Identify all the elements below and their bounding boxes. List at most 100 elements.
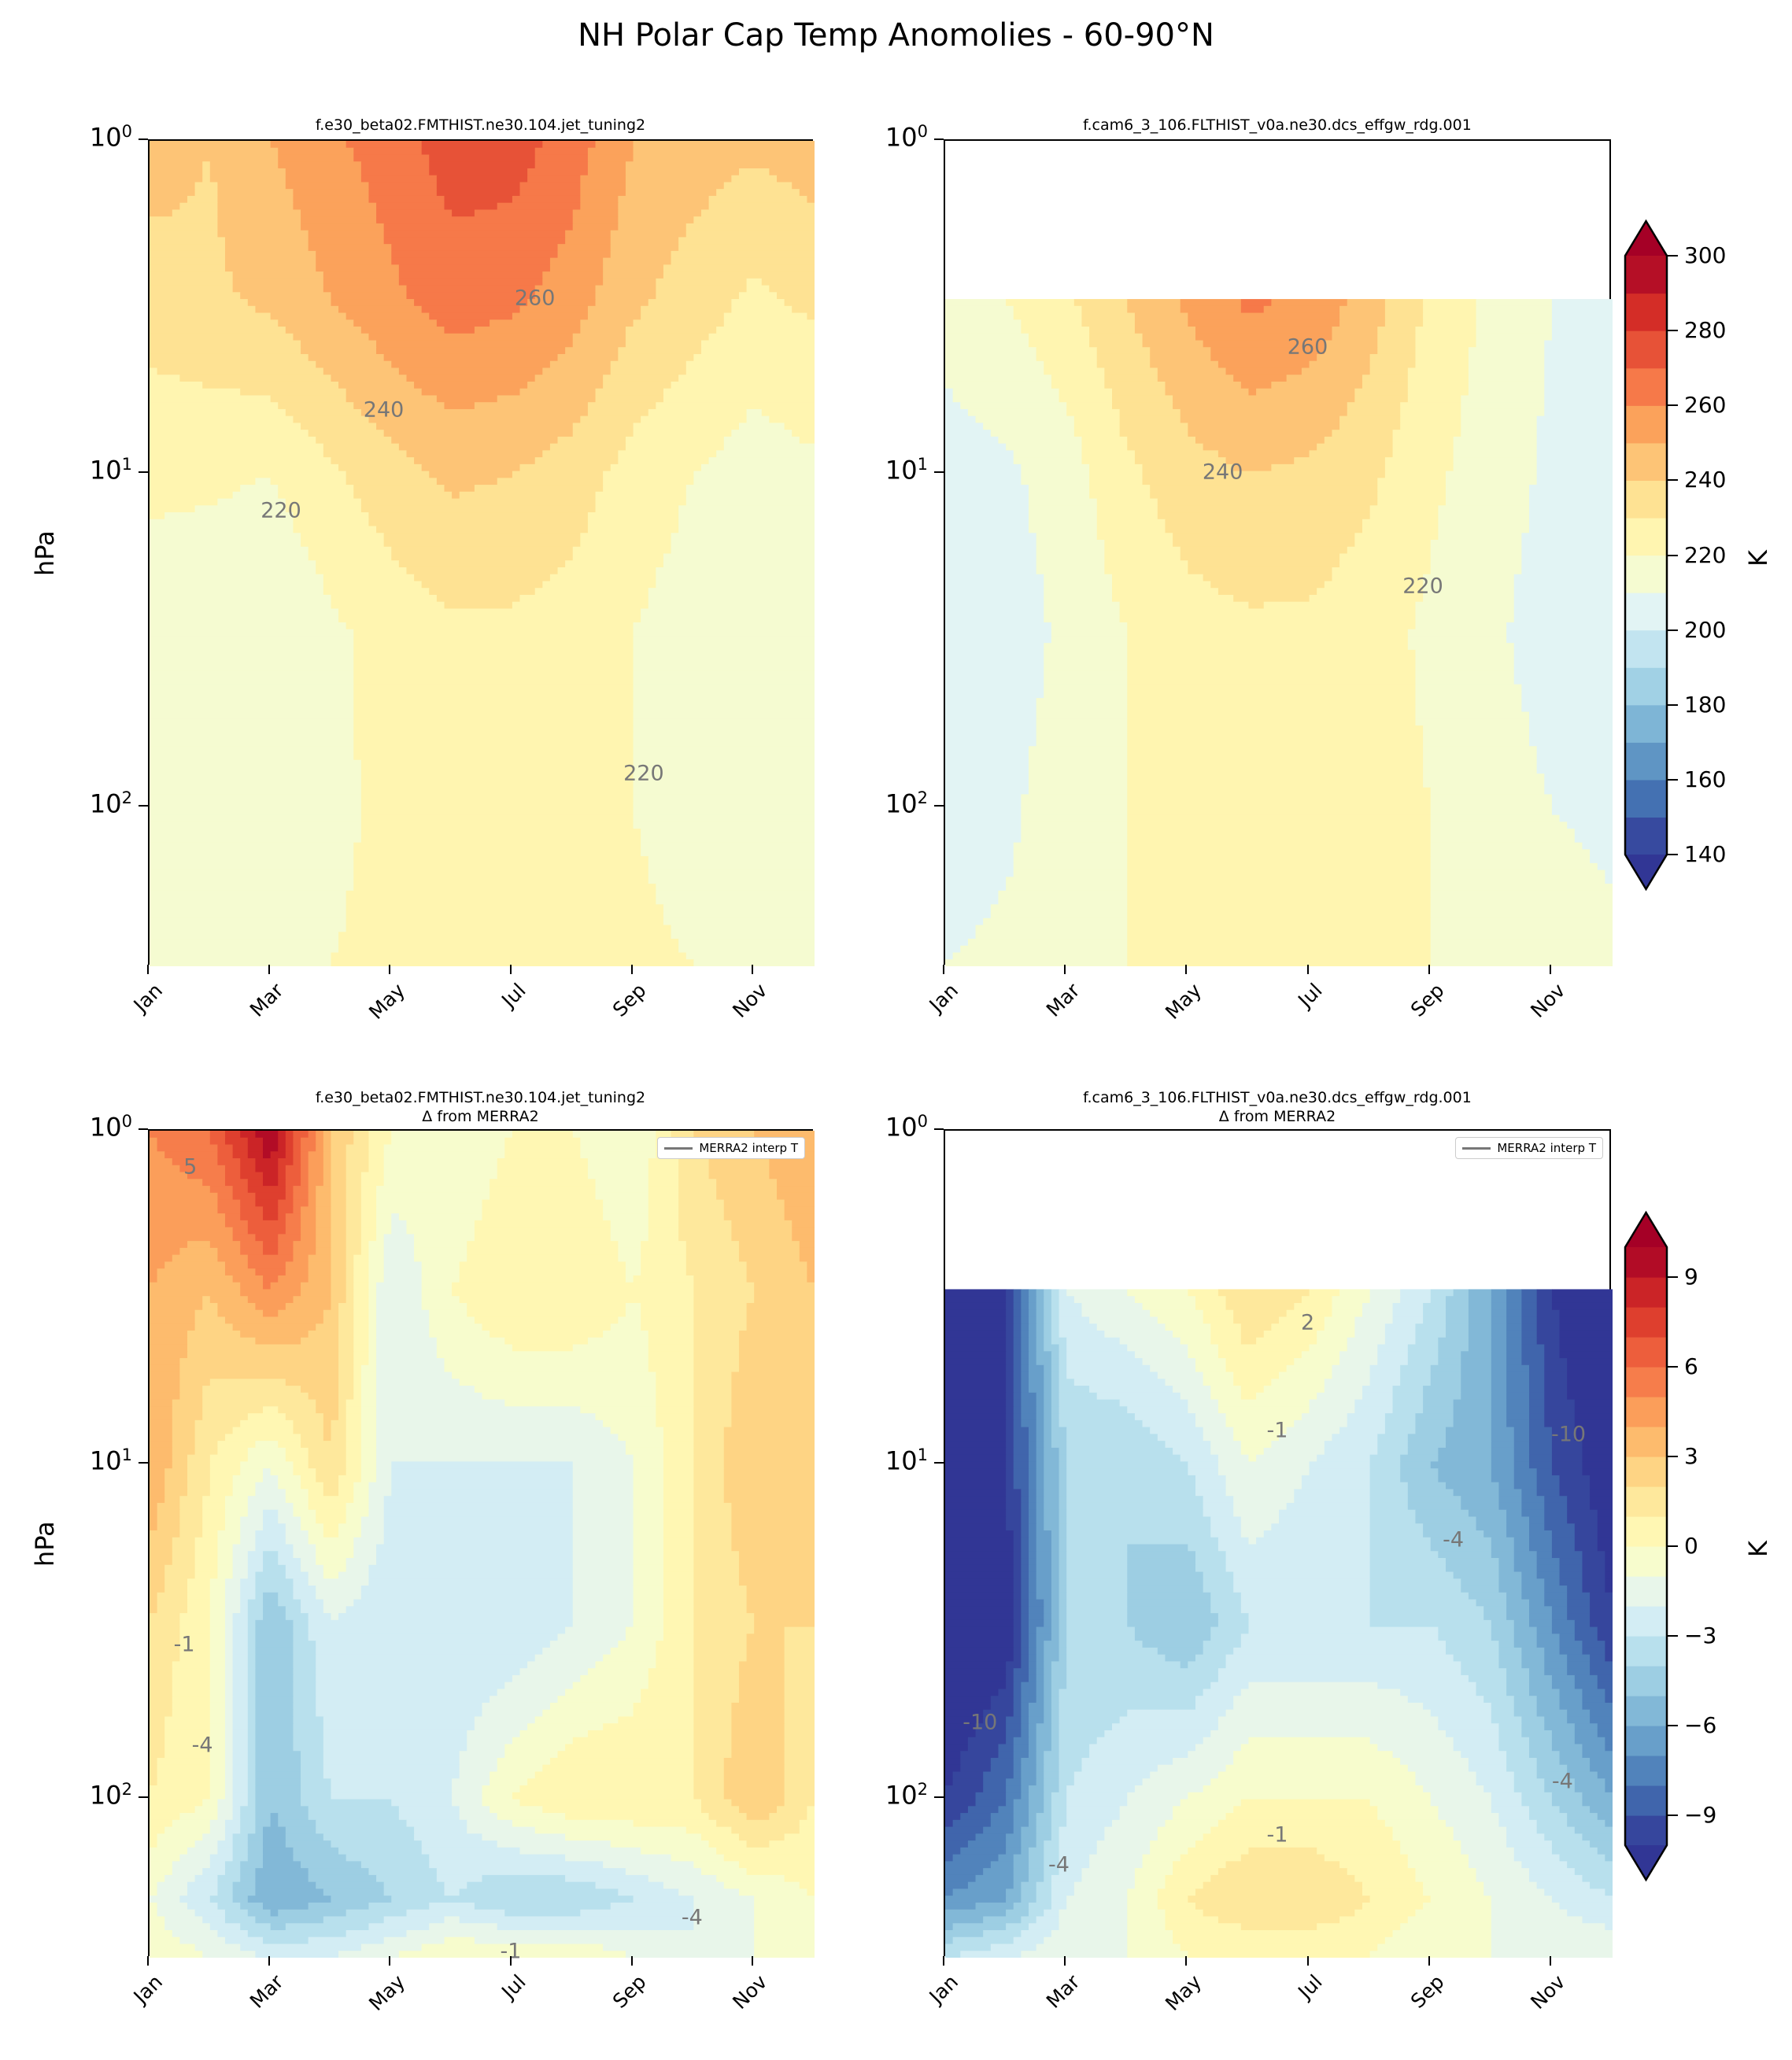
contour-cell [1332, 430, 1394, 437]
contour-cell [504, 1151, 581, 1159]
contour-cell [1597, 1509, 1613, 1518]
contour-cell [232, 491, 279, 500]
contour-cell [150, 1434, 173, 1442]
contour-cell [209, 1923, 241, 1931]
contour-cell [278, 154, 354, 162]
contour-cell [1263, 1330, 1317, 1338]
contour-cell [1059, 1399, 1121, 1407]
contour-cell [232, 1647, 249, 1656]
contour-cell [945, 1399, 1007, 1407]
contour-cell [482, 1709, 543, 1718]
contour-cell [263, 1936, 309, 1945]
contour-cell [693, 1461, 725, 1469]
contour-cell [656, 1413, 694, 1421]
contour-cell [150, 1406, 173, 1414]
contour-cell [1423, 766, 1538, 774]
contour-cell [414, 1833, 483, 1841]
contour-cell [467, 1744, 505, 1752]
contour-cell [633, 746, 815, 754]
contour-cell [1240, 1606, 1371, 1614]
contour-cell [723, 1482, 815, 1490]
contour-cell [580, 189, 626, 197]
contour-cell [1590, 1619, 1613, 1628]
contour-cell [150, 698, 354, 706]
contour-cell [263, 1509, 279, 1518]
contour-cell [693, 1578, 740, 1586]
contour-cell [353, 1282, 370, 1290]
contour-cell [1036, 1358, 1052, 1366]
contour-cell [519, 463, 611, 472]
contour-cell [1506, 1599, 1530, 1607]
contour-cell [1127, 1558, 1196, 1566]
contour-cell [209, 1696, 226, 1704]
contour-cell [209, 1737, 226, 1745]
contour-cell [345, 1468, 362, 1476]
contour-cell [663, 1516, 694, 1524]
contour-cell [1551, 1799, 1583, 1807]
contour-cell [278, 1137, 286, 1146]
contour-cell [301, 1558, 316, 1566]
contour-cell [345, 911, 664, 919]
contour-cell [316, 1323, 339, 1331]
contour-cell [368, 182, 438, 190]
contour-cell [580, 1909, 694, 1918]
contour-cell [240, 1944, 362, 1951]
contour-cell [572, 1530, 634, 1538]
contour-cell [1013, 1874, 1029, 1883]
contour-cell [1044, 656, 1128, 664]
contour-cell [990, 904, 1128, 912]
contour-cell [1521, 1592, 1545, 1600]
contour-cell [308, 1571, 324, 1579]
contour-cell [1127, 759, 1424, 768]
contour-cell [150, 1571, 165, 1579]
contour-cell [1506, 1833, 1545, 1841]
contour-cell [323, 1413, 339, 1421]
contour-cell [353, 849, 641, 857]
contour-cell [983, 1785, 1007, 1793]
contour-cell [1582, 842, 1613, 850]
contour-cell [671, 932, 815, 940]
contour-cell [376, 423, 574, 430]
contour-cell [1006, 1406, 1014, 1414]
contour-cell [217, 1302, 257, 1311]
contour-cell [1021, 1647, 1029, 1656]
contour-cell [263, 1551, 279, 1559]
contour-cell [278, 1144, 286, 1152]
contour-cell [1400, 423, 1461, 430]
contour-cell [945, 1626, 1014, 1634]
contour-cell [784, 1716, 815, 1724]
contour-label: 240 [363, 397, 405, 423]
contour-cell [1384, 1427, 1417, 1434]
contour-cell [1036, 1737, 1052, 1745]
contour-cell [391, 244, 559, 252]
contour-cell [1590, 849, 1613, 857]
contour-cell [202, 1502, 226, 1511]
contour-cell [945, 1413, 1007, 1421]
contour-cell [1521, 1351, 1545, 1359]
contour-cell [1013, 1364, 1022, 1373]
contour-cell [580, 319, 634, 327]
contour-cell [1127, 877, 1432, 884]
contour-cell [1066, 1792, 1128, 1800]
contour-cell [459, 1261, 626, 1269]
contour-cell [572, 1461, 634, 1469]
contour-cell [1430, 952, 1613, 960]
contour-cell [1029, 1516, 1037, 1524]
contour-cell [194, 1544, 219, 1552]
contour-cell [1377, 333, 1417, 341]
contour-cell [1369, 512, 1439, 520]
contour-cell [391, 1799, 453, 1807]
contour-cell [172, 1434, 196, 1442]
contour-cell [353, 1364, 362, 1373]
y-axis-label: hPa [30, 1520, 60, 1567]
contour-cell [1240, 1689, 1401, 1696]
contour-cell [945, 890, 999, 899]
contour-cell [633, 704, 815, 713]
contour-cell [1165, 1916, 1219, 1924]
contour-cell [1195, 1475, 1227, 1483]
contour-cell [1233, 1427, 1288, 1434]
contour-cell [1491, 1399, 1507, 1407]
contour-cell [1021, 1758, 1037, 1766]
contour-cell [179, 202, 219, 211]
contour-cell [150, 478, 257, 485]
